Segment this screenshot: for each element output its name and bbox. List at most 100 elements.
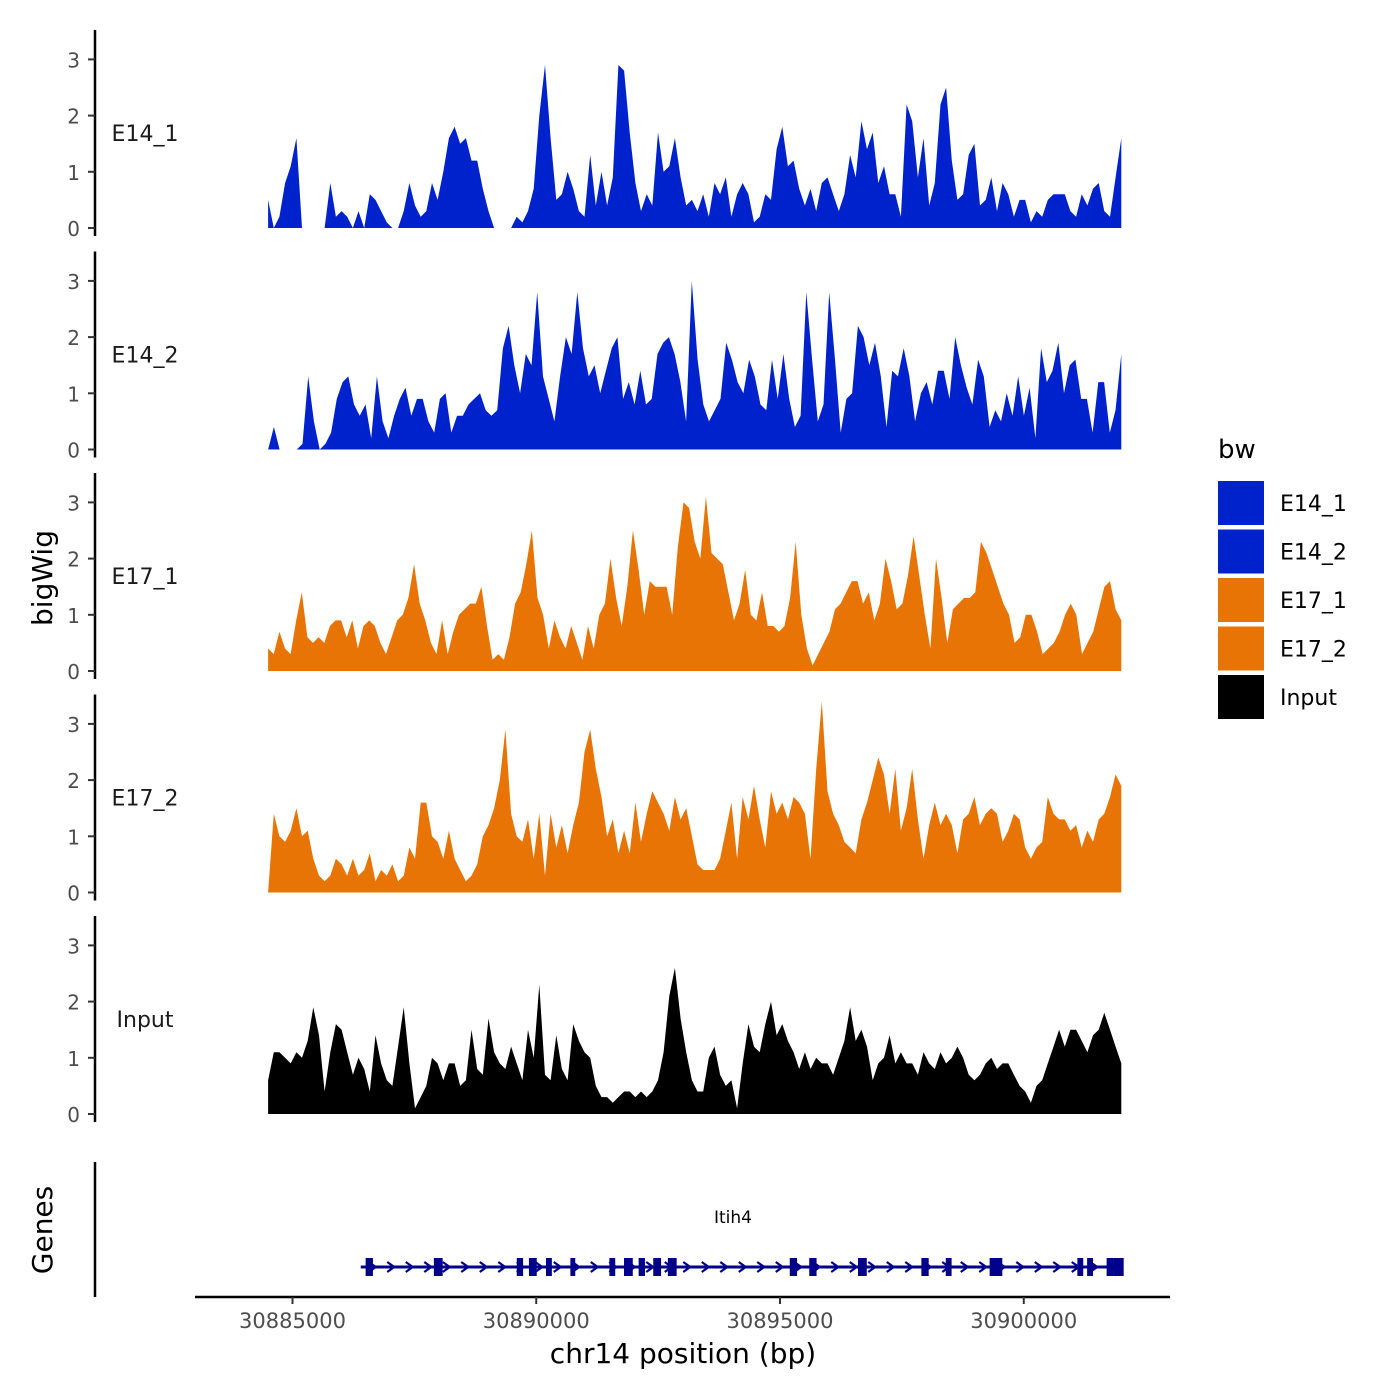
- x-axis: 30885000 30890000 30895000 30900000: [195, 1295, 1170, 1333]
- exon: [809, 1258, 817, 1276]
- legend-label-E14_1: E14_1: [1280, 492, 1347, 517]
- x-axis-title: chr14 position (bp): [550, 1337, 816, 1370]
- y-tick-label: 1: [67, 825, 80, 849]
- strand-arrow: [719, 1261, 730, 1273]
- exon: [1087, 1258, 1093, 1276]
- exon: [1113, 1258, 1124, 1276]
- exon: [1106, 1258, 1114, 1276]
- legend-key-E17_1: [1218, 578, 1264, 622]
- exon: [433, 1258, 443, 1276]
- y-tick-label: 0: [67, 217, 80, 241]
- strand-arrow: [534, 1261, 545, 1273]
- strand-arrow: [682, 1261, 693, 1273]
- y-tick-label: 1: [67, 161, 80, 185]
- exon: [945, 1258, 952, 1276]
- track-label: E17_1: [112, 565, 179, 590]
- strand-arrow: [738, 1261, 748, 1273]
- track-E14_1: 0 1 2 3 E14_1: [67, 30, 1122, 241]
- legend-label-Input: Input: [1280, 686, 1337, 711]
- strand-arrow: [867, 1261, 878, 1273]
- signal-area-E17_2: [268, 701, 1122, 893]
- strand-arrow: [1052, 1261, 1063, 1273]
- x-tick-label: 30890000: [483, 1309, 590, 1333]
- strand-arrow: [978, 1261, 989, 1273]
- x-tick-label: 30900000: [970, 1309, 1077, 1333]
- legend-label-E17_1: E17_1: [1280, 589, 1347, 614]
- exon: [667, 1258, 677, 1276]
- x-tick-label: 30895000: [727, 1309, 834, 1333]
- track-E17_1: 0 1 2 3 E17_1: [67, 473, 1122, 684]
- strand-arrow: [423, 1261, 434, 1273]
- strand-arrow: [1034, 1261, 1044, 1273]
- legend-label-E14_2: E14_2: [1280, 541, 1347, 566]
- exon: [1077, 1258, 1084, 1276]
- legend-title: bw: [1218, 435, 1256, 465]
- strand-arrow: [1015, 1261, 1026, 1273]
- y-tick-label: 3: [67, 270, 80, 294]
- exon: [653, 1258, 662, 1276]
- exon: [365, 1258, 373, 1276]
- y-tick-label: 2: [67, 105, 80, 129]
- signal-area-E14_1: [268, 65, 1122, 228]
- strand-arrow: [775, 1261, 785, 1273]
- exon: [989, 1258, 1003, 1276]
- y-tick-label: 1: [67, 604, 80, 628]
- strand-arrow: [886, 1261, 896, 1273]
- strand-arrow: [849, 1261, 859, 1273]
- exon: [528, 1258, 537, 1276]
- y-tick-label: 1: [67, 1047, 80, 1071]
- track-E14_2: 0 1 2 3 E14_2: [67, 251, 1122, 463]
- exon: [858, 1258, 867, 1276]
- strand-arrow: [960, 1261, 970, 1273]
- exon: [516, 1258, 524, 1276]
- signal-area-E14_2: [268, 280, 1122, 450]
- strand-arrow: [460, 1261, 471, 1273]
- exon: [546, 1258, 552, 1276]
- y-tick-label: 1: [67, 382, 80, 406]
- track-Input: 0 1 2 3 Input: [67, 916, 1122, 1127]
- strand-arrow: [479, 1261, 489, 1273]
- exon: [609, 1258, 616, 1276]
- y-tick-label: 0: [67, 439, 80, 463]
- track-label: E14_2: [112, 344, 179, 369]
- legend: bw E14_1 E14_2 E17_1 E17_2 Input: [1218, 435, 1347, 719]
- strand-arrow: [904, 1261, 915, 1273]
- genes-axis-title: Genes: [26, 1186, 59, 1274]
- track-label: E17_2: [112, 787, 179, 812]
- strand-arrow: [756, 1261, 767, 1273]
- legend-key-E17_2: [1218, 626, 1264, 671]
- y-tick-label: 0: [67, 882, 80, 906]
- y-tick-label: 2: [67, 326, 80, 350]
- y-axis-title: bigWig: [26, 530, 59, 626]
- y-tick-label: 0: [67, 660, 80, 684]
- strand-arrow: [701, 1261, 711, 1273]
- strand-arrow: [442, 1261, 452, 1273]
- signal-area-E17_1: [268, 496, 1122, 671]
- track-label: Input: [117, 1008, 174, 1033]
- exon: [638, 1258, 645, 1276]
- legend-key-E14_2: [1218, 529, 1264, 574]
- y-tick-label: 2: [67, 991, 80, 1015]
- strand-arrow: [830, 1261, 841, 1273]
- track-E17_2: 0 1 2 3 E17_2: [67, 694, 1122, 906]
- x-tick-label: 30885000: [239, 1309, 346, 1333]
- y-tick-label: 3: [67, 491, 80, 515]
- exon: [624, 1258, 633, 1276]
- strand-arrow: [553, 1261, 563, 1273]
- strand-arrow: [386, 1261, 397, 1273]
- y-tick-label: 2: [67, 548, 80, 572]
- y-tick-label: 0: [67, 1103, 80, 1127]
- signal-area-Input: [268, 967, 1122, 1114]
- strand-arrow: [590, 1261, 600, 1273]
- tracks-layer: 0 1 2 3 E14_1 0 1 2 3 E14_2 0 1 2 3 E17_1 0 1 2 3 E17_2 0 1 2 3…: [67, 30, 1122, 1127]
- y-tick-label: 3: [67, 713, 80, 737]
- exon: [570, 1258, 576, 1276]
- legend-key-E14_1: [1218, 481, 1264, 525]
- strand-arrow: [497, 1261, 508, 1273]
- track-label: E14_1: [112, 122, 179, 147]
- gene-label: Itih4: [714, 1208, 752, 1228]
- y-tick-label: 3: [67, 934, 80, 958]
- legend-label-E17_2: E17_2: [1280, 638, 1347, 663]
- y-tick-label: 2: [67, 769, 80, 793]
